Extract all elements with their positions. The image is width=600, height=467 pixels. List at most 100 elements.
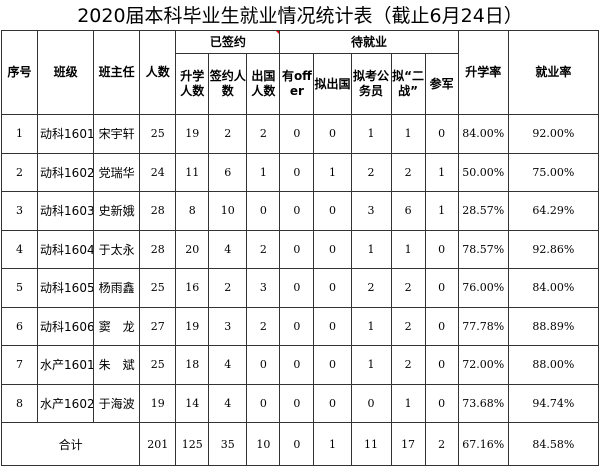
cell-count[interactable]: 27 xyxy=(139,306,177,346)
cell-class[interactable]: 动科1605 xyxy=(37,268,95,308)
cell-class[interactable]: 动科1601 xyxy=(37,114,95,154)
cell-count[interactable]: 24 xyxy=(139,152,177,192)
cell-further-rate[interactable]: 72.00% xyxy=(457,345,509,385)
cell-second-try[interactable]: 1 xyxy=(390,383,426,423)
total-second-try[interactable]: 17 xyxy=(390,422,426,466)
cell-further-rate[interactable]: 77.78% xyxy=(457,306,509,346)
cell-civil-service[interactable]: 1 xyxy=(350,114,392,154)
cell-abroad[interactable]: 2 xyxy=(246,306,281,346)
cell-second-try[interactable]: 2 xyxy=(390,152,426,192)
cell-further-study[interactable]: 18 xyxy=(175,345,210,385)
cell-further-study[interactable]: 8 xyxy=(175,191,210,231)
cell-count[interactable]: 28 xyxy=(139,191,177,231)
cell-employment-rate[interactable]: 92.00% xyxy=(507,114,600,154)
cell-military[interactable]: 1 xyxy=(424,191,459,231)
cell-employment-rate[interactable]: 88.89% xyxy=(507,306,600,346)
cell-employment-rate[interactable]: 84.00% xyxy=(507,268,600,308)
cell-index[interactable]: 1 xyxy=(0,114,39,154)
cell-class[interactable]: 动科1604 xyxy=(37,229,95,269)
cell-second-try[interactable]: 2 xyxy=(390,345,426,385)
cell-plan-abroad[interactable]: 0 xyxy=(313,114,352,154)
cell-further-study[interactable]: 16 xyxy=(175,268,210,308)
cell-abroad[interactable]: 2 xyxy=(246,114,281,154)
cell-further-study[interactable]: 19 xyxy=(175,306,210,346)
cell-abroad[interactable]: 1 xyxy=(246,152,281,192)
cell-index[interactable]: 4 xyxy=(0,229,39,269)
cell-civil-service[interactable]: 3 xyxy=(350,191,392,231)
cell-teacher[interactable]: 于海波 xyxy=(93,383,141,423)
cell-signed[interactable]: 4 xyxy=(208,383,248,423)
cell-index[interactable]: 3 xyxy=(0,191,39,231)
cell-civil-service[interactable]: 1 xyxy=(350,229,392,269)
total-further-study[interactable]: 125 xyxy=(175,422,210,466)
cell-signed[interactable]: 2 xyxy=(208,268,248,308)
cell-plan-abroad[interactable]: 0 xyxy=(313,306,352,346)
cell-teacher[interactable]: 宋宇轩 xyxy=(93,114,141,154)
total-label[interactable]: 合计 xyxy=(0,422,141,466)
cell-further-rate[interactable]: 50.00% xyxy=(457,152,509,192)
cell-has-offer[interactable]: 0 xyxy=(279,152,315,192)
cell-count[interactable]: 28 xyxy=(139,229,177,269)
cell-plan-abroad[interactable]: 0 xyxy=(313,191,352,231)
cell-has-offer[interactable]: 0 xyxy=(279,345,315,385)
cell-plan-abroad[interactable]: 1 xyxy=(313,152,352,192)
cell-teacher[interactable]: 党瑞华 xyxy=(93,152,141,192)
total-has-offer[interactable]: 0 xyxy=(279,422,315,466)
cell-index[interactable]: 5 xyxy=(0,268,39,308)
cell-index[interactable]: 7 xyxy=(0,345,39,385)
cell-abroad[interactable]: 0 xyxy=(246,383,281,423)
cell-military[interactable]: 0 xyxy=(424,345,459,385)
cell-military[interactable]: 0 xyxy=(424,114,459,154)
cell-has-offer[interactable]: 0 xyxy=(279,383,315,423)
cell-teacher[interactable]: 杨雨鑫 xyxy=(93,268,141,308)
cell-second-try[interactable]: 6 xyxy=(390,191,426,231)
cell-abroad[interactable]: 3 xyxy=(246,268,281,308)
cell-civil-service[interactable]: 1 xyxy=(350,345,392,385)
cell-has-offer[interactable]: 0 xyxy=(279,114,315,154)
cell-second-try[interactable]: 1 xyxy=(390,229,426,269)
total-plan-abroad[interactable]: 1 xyxy=(313,422,352,466)
cell-military[interactable]: 0 xyxy=(424,306,459,346)
cell-military[interactable]: 1 xyxy=(424,152,459,192)
cell-class[interactable]: 水产1602 xyxy=(37,383,95,423)
cell-employment-rate[interactable]: 94.74% xyxy=(507,383,600,423)
total-abroad[interactable]: 10 xyxy=(246,422,281,466)
cell-class[interactable]: 动科1606 xyxy=(37,306,95,346)
total-military[interactable]: 2 xyxy=(424,422,459,466)
cell-abroad[interactable]: 2 xyxy=(246,229,281,269)
cell-signed[interactable]: 10 xyxy=(208,191,248,231)
total-civil-service[interactable]: 11 xyxy=(350,422,392,466)
cell-civil-service[interactable]: 0 xyxy=(350,383,392,423)
cell-second-try[interactable]: 2 xyxy=(390,268,426,308)
cell-employment-rate[interactable]: 88.00% xyxy=(507,345,600,385)
cell-further-rate[interactable]: 76.00% xyxy=(457,268,509,308)
cell-employment-rate[interactable]: 75.00% xyxy=(507,152,600,192)
cell-plan-abroad[interactable]: 0 xyxy=(313,229,352,269)
cell-further-study[interactable]: 19 xyxy=(175,114,210,154)
cell-civil-service[interactable]: 2 xyxy=(350,152,392,192)
cell-military[interactable]: 0 xyxy=(424,229,459,269)
cell-employment-rate[interactable]: 92.86% xyxy=(507,229,600,269)
cell-count[interactable]: 25 xyxy=(139,114,177,154)
total-signed[interactable]: 35 xyxy=(208,422,248,466)
cell-further-rate[interactable]: 78.57% xyxy=(457,229,509,269)
total-count[interactable]: 201 xyxy=(139,422,177,466)
cell-second-try[interactable]: 2 xyxy=(390,306,426,346)
cell-has-offer[interactable]: 0 xyxy=(279,268,315,308)
cell-signed[interactable]: 4 xyxy=(208,229,248,269)
cell-index[interactable]: 2 xyxy=(0,152,39,192)
cell-class[interactable]: 水产1601 xyxy=(37,345,95,385)
cell-has-offer[interactable]: 0 xyxy=(279,191,315,231)
cell-signed[interactable]: 2 xyxy=(208,114,248,154)
cell-count[interactable]: 25 xyxy=(139,345,177,385)
cell-further-study[interactable]: 11 xyxy=(175,152,210,192)
cell-teacher[interactable]: 于太永 xyxy=(93,229,141,269)
cell-military[interactable]: 0 xyxy=(424,268,459,308)
cell-signed[interactable]: 4 xyxy=(208,345,248,385)
cell-plan-abroad[interactable]: 0 xyxy=(313,268,352,308)
cell-employment-rate[interactable]: 64.29% xyxy=(507,191,600,231)
total-further-rate[interactable]: 67.16% xyxy=(457,422,509,466)
cell-has-offer[interactable]: 0 xyxy=(279,229,315,269)
cell-plan-abroad[interactable]: 0 xyxy=(313,383,352,423)
cell-military[interactable]: 0 xyxy=(424,383,459,423)
